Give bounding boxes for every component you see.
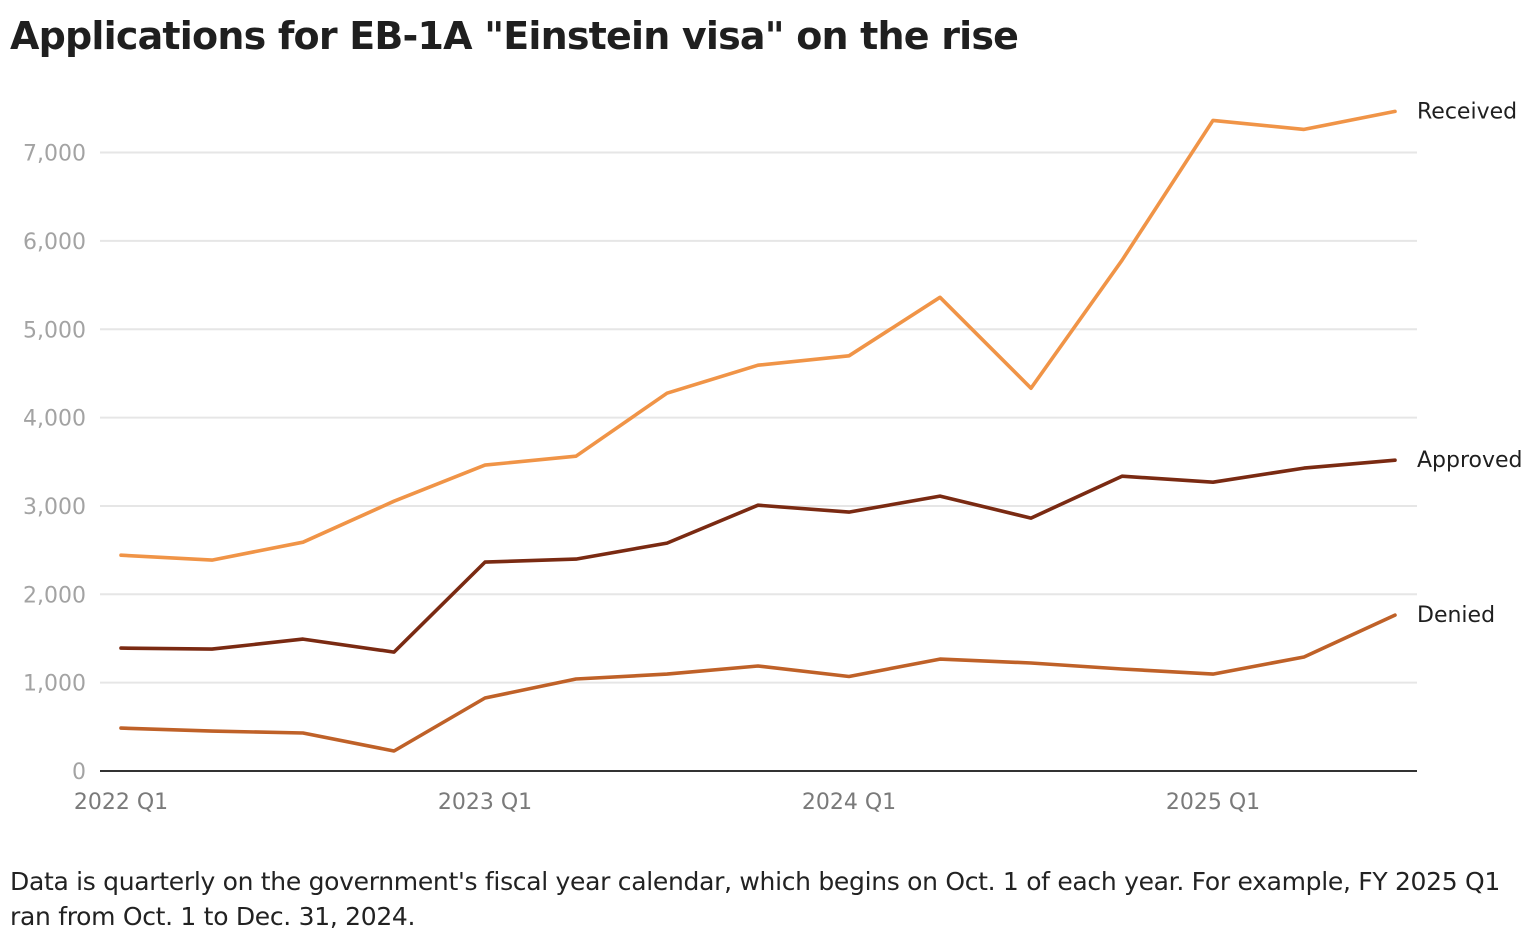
y-tick-label: 2,000 bbox=[23, 583, 86, 608]
series-label-denied: Denied bbox=[1417, 603, 1495, 628]
y-tick-label: 3,000 bbox=[23, 495, 86, 520]
series-lines bbox=[119, 109, 1397, 753]
series-label-received: Received bbox=[1417, 99, 1517, 124]
series-labels: Received Approved Denied bbox=[1417, 99, 1523, 628]
x-tick-label: 2022 Q1 bbox=[74, 790, 168, 815]
line-chart: 0 1,000 2,000 3,000 4,000 5,000 6,000 7,000 202… bbox=[23, 99, 1523, 815]
y-tick-label: 6,000 bbox=[23, 230, 86, 255]
chart-title: Applications for EB-1A "Einstein visa" o… bbox=[10, 14, 1019, 58]
x-tick-label: 2025 Q1 bbox=[1166, 790, 1260, 815]
y-tick-label: 4,000 bbox=[23, 407, 86, 432]
y-tick-label: 0 bbox=[72, 760, 86, 785]
footnote: Data is quarterly on the government's fi… bbox=[10, 867, 1501, 931]
y-tick-label: 7,000 bbox=[23, 142, 86, 167]
x-axis-ticks: 2022 Q1 2023 Q1 2024 Q1 2025 Q1 bbox=[74, 790, 1260, 815]
x-tick-label: 2023 Q1 bbox=[438, 790, 532, 815]
series-line-denied bbox=[119, 613, 1397, 753]
series-line-received bbox=[119, 109, 1397, 562]
series-line-approved bbox=[119, 458, 1397, 654]
y-tick-label: 5,000 bbox=[23, 318, 86, 343]
x-tick-label: 2024 Q1 bbox=[802, 790, 896, 815]
y-axis-ticks: 0 1,000 2,000 3,000 4,000 5,000 6,000 7,000 bbox=[23, 142, 86, 785]
series-label-approved: Approved bbox=[1417, 448, 1523, 473]
gridlines bbox=[100, 151, 1417, 684]
y-tick-label: 1,000 bbox=[23, 672, 86, 697]
